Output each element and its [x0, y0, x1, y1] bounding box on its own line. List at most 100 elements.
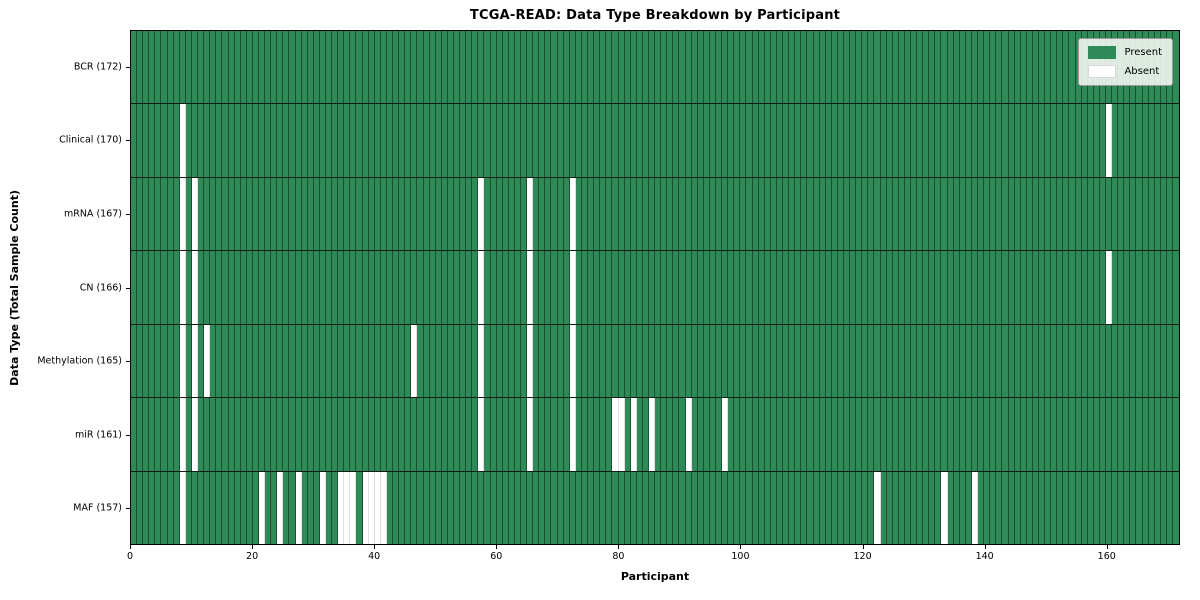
heatmap-cell-present — [453, 104, 461, 177]
heatmap-cell-present — [374, 31, 381, 104]
heatmap-cell-present — [393, 398, 400, 471]
heatmap-cell-present — [484, 31, 491, 104]
heatmap-cell-present — [673, 104, 680, 177]
heatmap-cell-present — [185, 398, 192, 471]
heatmap-cell-present — [234, 471, 241, 544]
heatmap-cell-present — [1112, 324, 1119, 398]
heatmap-cell-present — [307, 324, 314, 398]
heatmap-cell-present — [405, 104, 412, 177]
heatmap-cell-present — [551, 177, 558, 251]
heatmap-cell-present — [1057, 324, 1064, 398]
heatmap-cell-present — [301, 251, 308, 324]
heatmap-cell-present — [563, 324, 570, 398]
heatmap-cell-present — [435, 324, 442, 398]
heatmap-cell-present — [496, 31, 503, 104]
heatmap-cell-present — [252, 398, 259, 471]
heatmap-cell-present — [703, 31, 710, 104]
heatmap-cell-present — [137, 398, 144, 471]
heatmap-cell-present — [405, 251, 412, 324]
x-tick-label: 80 — [612, 551, 625, 562]
heatmap-cell-absent — [191, 324, 199, 398]
heatmap-cell-present — [691, 104, 698, 177]
heatmap-cell-present — [1038, 31, 1046, 104]
heatmap-cell-present — [789, 471, 796, 544]
heatmap-cell-present — [1081, 398, 1088, 471]
heatmap-cell-present — [630, 251, 637, 324]
heatmap-cell-present — [380, 251, 387, 324]
heatmap-cell-present — [527, 104, 534, 177]
heatmap-cell-present — [453, 177, 461, 251]
heatmap-cell-present — [313, 398, 320, 471]
heatmap-cell-present — [642, 324, 649, 398]
heatmap-cell-present — [545, 398, 552, 471]
heatmap-cell-present — [319, 104, 326, 177]
heatmap-cell-present — [344, 104, 351, 177]
heatmap-cell-present — [1002, 251, 1009, 324]
heatmap-cell-present — [880, 398, 887, 471]
heatmap-cell-present — [1118, 471, 1125, 544]
heatmap-cell-present — [758, 471, 765, 544]
heatmap-cell-present — [1020, 471, 1027, 544]
heatmap-cell-present — [551, 104, 558, 177]
x-tick-label: 0 — [126, 551, 134, 562]
heatmap-cell-present — [484, 398, 491, 471]
heatmap-cell-present — [155, 31, 162, 104]
heatmap-cell-present — [1142, 398, 1149, 471]
heatmap-cell-present — [667, 471, 674, 544]
heatmap-cell-present — [862, 177, 869, 251]
heatmap-cell-present — [868, 177, 875, 251]
heatmap-cell-absent — [344, 471, 351, 544]
heatmap-cell-present — [1038, 177, 1046, 251]
heatmap-cell-present — [850, 471, 857, 544]
heatmap-cell-present — [246, 398, 253, 471]
heatmap-cell-absent — [527, 324, 534, 398]
heatmap-cell-present — [258, 324, 266, 398]
heatmap-cell-present — [594, 398, 601, 471]
heatmap-cell-present — [222, 324, 229, 398]
heatmap-cell-present — [460, 251, 467, 324]
heatmap-cell-present — [466, 324, 473, 398]
heatmap-cell-present — [216, 177, 223, 251]
heatmap-cell-present — [405, 31, 412, 104]
heatmap-cell-present — [1032, 471, 1039, 544]
x-tick-label: 20 — [246, 551, 259, 562]
heatmap-cell-present — [965, 104, 972, 177]
heatmap-cell-present — [917, 177, 924, 251]
heatmap-cell-present — [990, 177, 997, 251]
heatmap-cell-present — [1038, 324, 1046, 398]
heatmap-cell-absent — [258, 471, 266, 544]
heatmap-cell-present — [271, 398, 278, 471]
heatmap-cell-present — [1130, 471, 1137, 544]
heatmap-cell-present — [978, 471, 985, 544]
heatmap-cell-present — [801, 31, 808, 104]
y-tick-mark — [126, 140, 130, 142]
heatmap-cell-present — [551, 398, 558, 471]
heatmap-cell-present — [295, 177, 302, 251]
heatmap-cell-present — [533, 31, 540, 104]
heatmap-cell-present — [801, 104, 808, 177]
heatmap-cell-present — [648, 324, 656, 398]
heatmap-cell-present — [356, 398, 363, 471]
heatmap-cell-present — [606, 251, 613, 324]
heatmap-cell-present — [161, 31, 168, 104]
heatmap-cell-present — [198, 398, 205, 471]
heatmap-cell-present — [411, 471, 418, 544]
heatmap-cell-present — [624, 31, 631, 104]
heatmap-cell-present — [405, 398, 412, 471]
heatmap-cell-present — [216, 31, 223, 104]
heatmap-cell-present — [1136, 104, 1143, 177]
heatmap-cell-present — [1142, 177, 1149, 251]
heatmap-cell-present — [447, 324, 454, 398]
heatmap-cell-present — [636, 471, 643, 544]
heatmap-cell-absent — [612, 398, 619, 471]
heatmap-cell-present — [1020, 251, 1027, 324]
heatmap-cell-present — [709, 177, 716, 251]
heatmap-cell-present — [301, 104, 308, 177]
heatmap-cell-present — [289, 104, 296, 177]
heatmap-cell-present — [697, 324, 704, 398]
heatmap-cell-present — [661, 31, 668, 104]
heatmap-cell-present — [1008, 104, 1015, 177]
heatmap-cell-present — [344, 31, 351, 104]
heatmap-cell-present — [868, 398, 875, 471]
heatmap-cell-present — [222, 177, 229, 251]
